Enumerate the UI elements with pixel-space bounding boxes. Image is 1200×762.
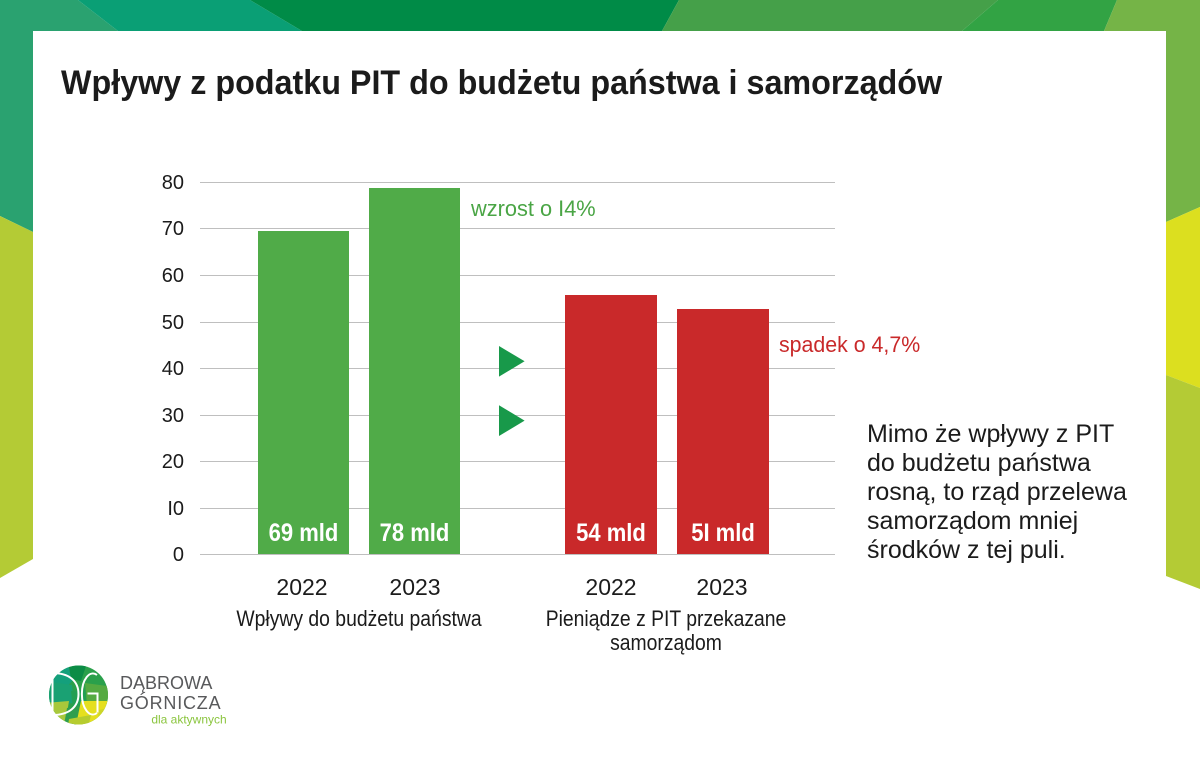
svg-text:DĄBROWA: DĄBROWA [120, 673, 212, 693]
svg-text:GÓRNICZA: GÓRNICZA [120, 692, 221, 713]
svg-text:dla aktywnych: dla aktywnych [151, 712, 226, 726]
